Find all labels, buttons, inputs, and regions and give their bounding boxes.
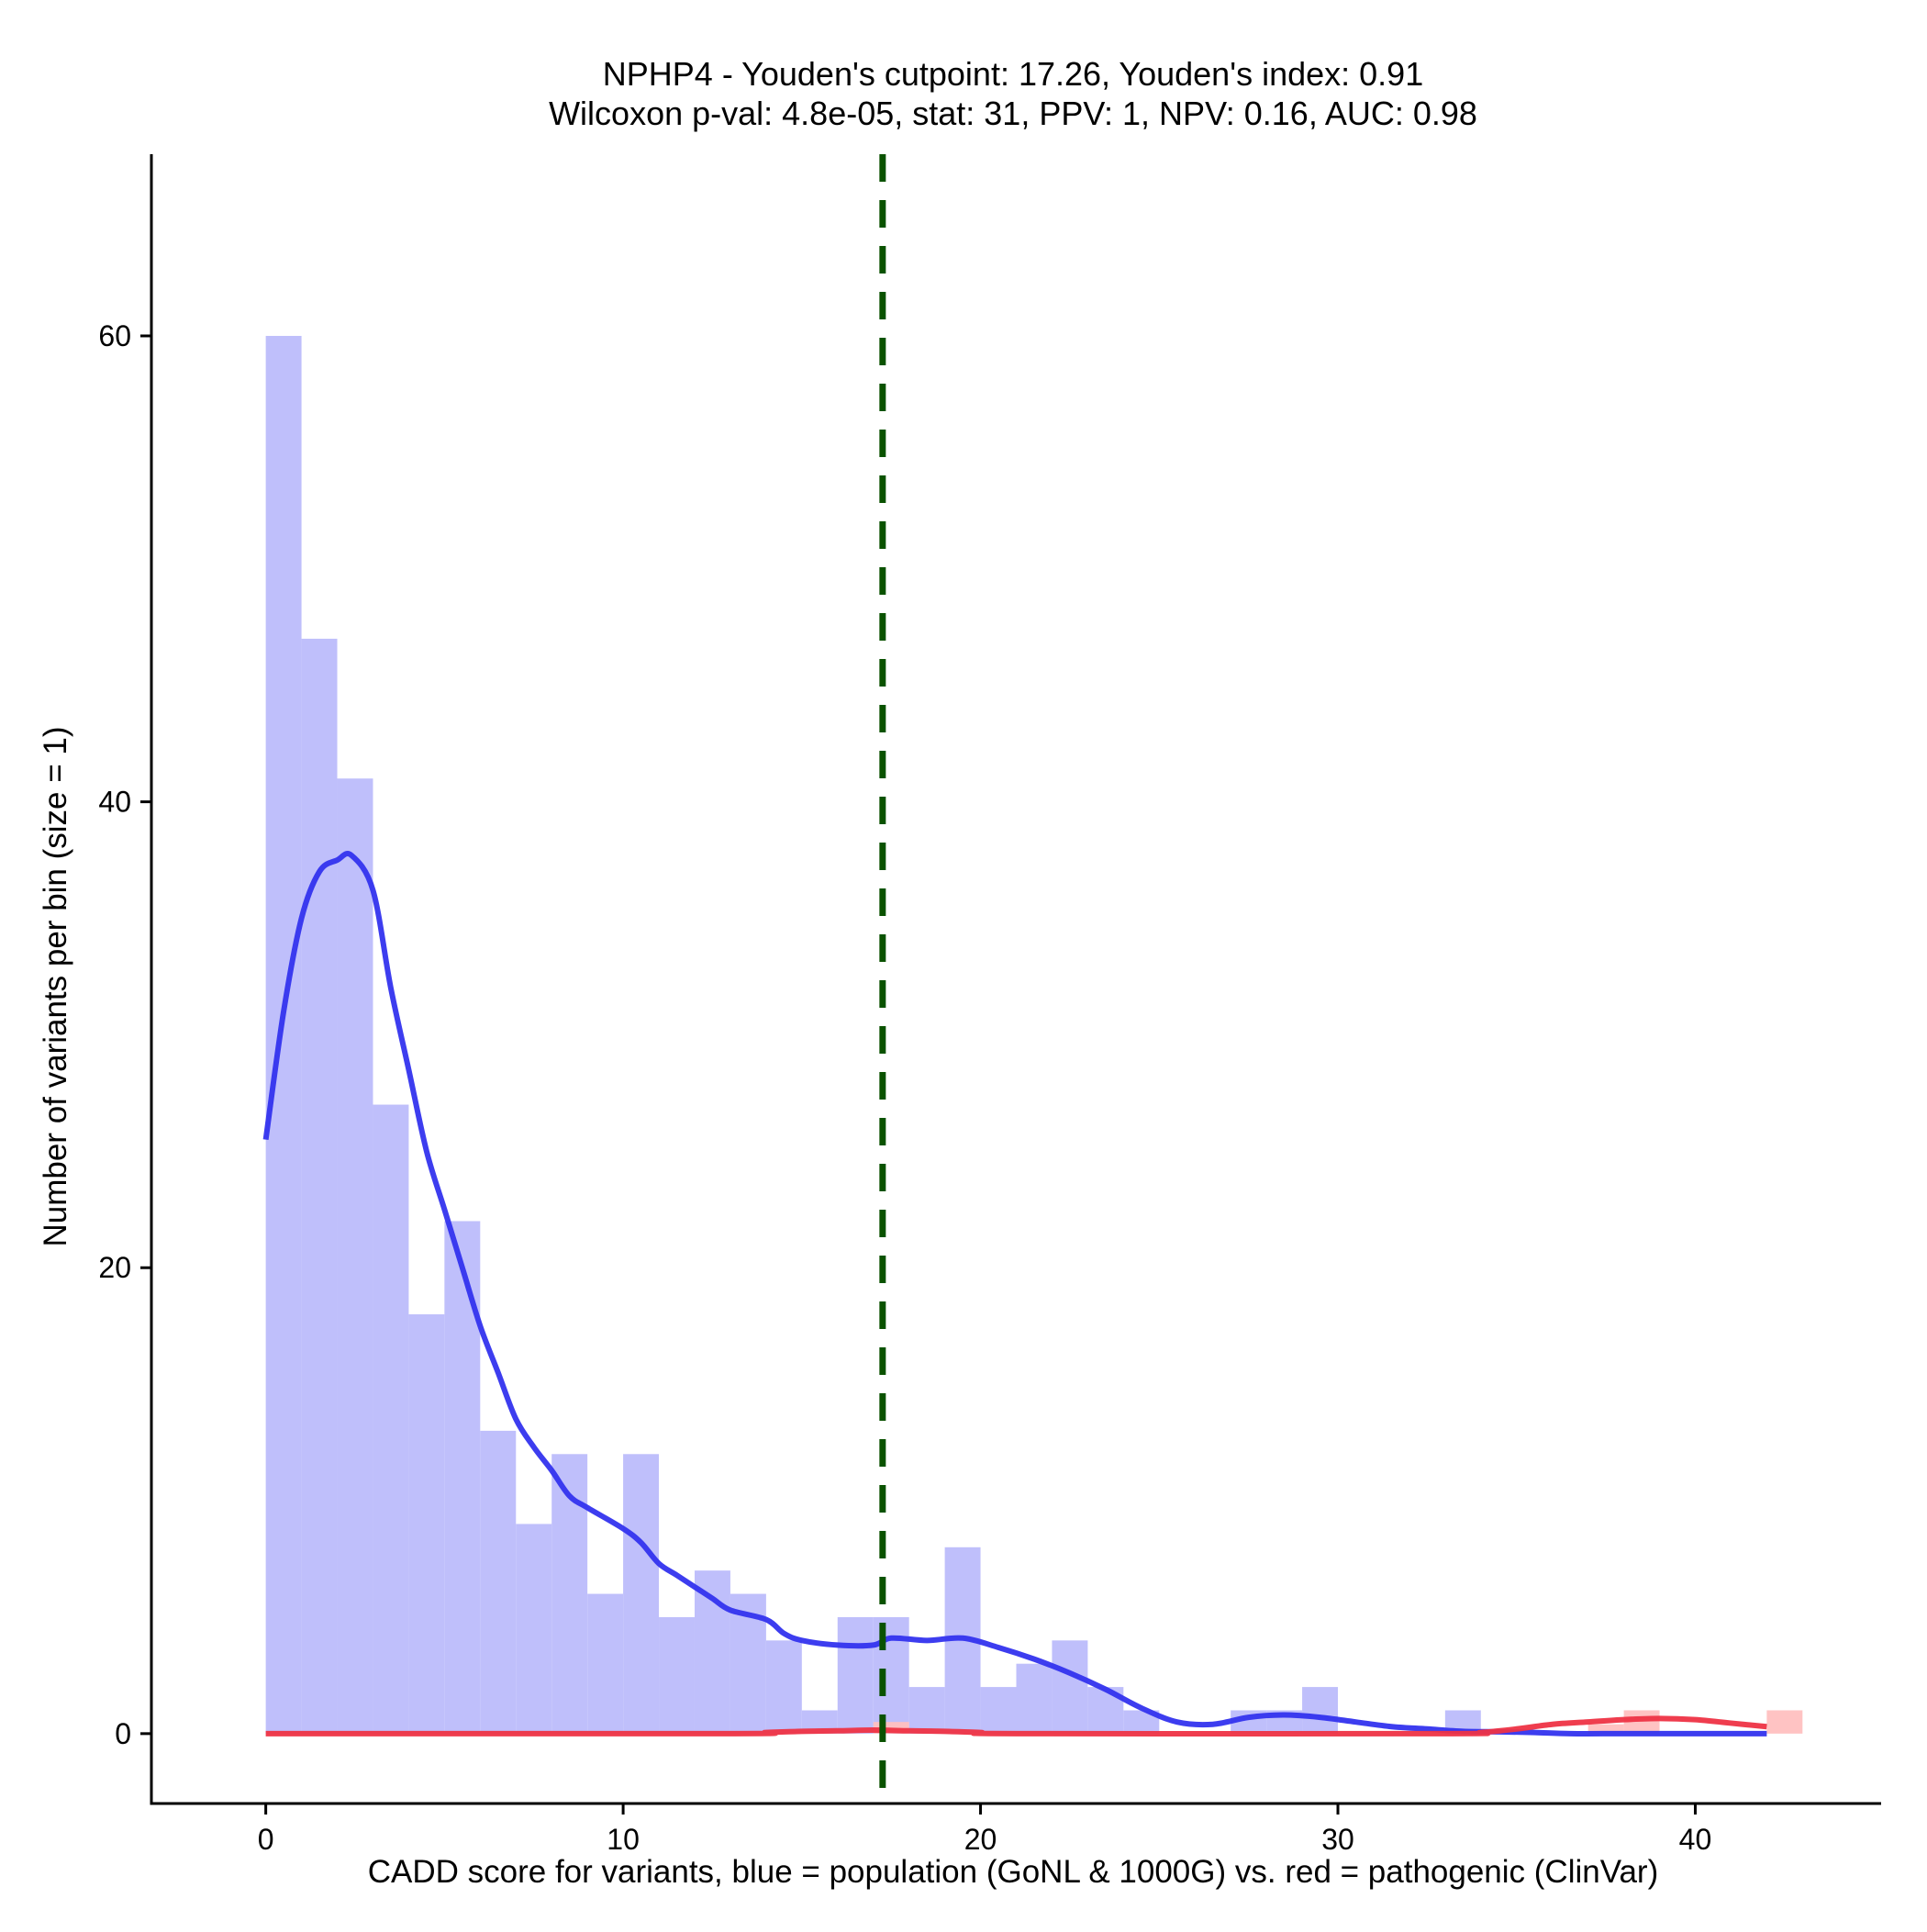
population-bar-9 xyxy=(587,1593,624,1734)
x-tick-label-10: 10 xyxy=(607,1823,640,1856)
axes: 0 10 20 30 40 0 20 40 60 xyxy=(98,154,1881,1856)
density-curves xyxy=(262,851,1767,1737)
x-axis-title: CADD score for variants, blue = populati… xyxy=(368,1854,1659,1890)
x-tick-label-30: 30 xyxy=(1321,1823,1354,1856)
population-bar-18 xyxy=(908,1687,945,1734)
population-bars xyxy=(265,335,1481,1734)
chart-title-line-2: Wilcoxon p-val: 4.8e-05, stat: 31, PPV: … xyxy=(549,95,1477,132)
population-bar-14 xyxy=(765,1640,802,1734)
pathogenic-density-curve xyxy=(265,1715,1767,1737)
population-bar-6 xyxy=(480,1430,517,1734)
population-bar-3 xyxy=(373,1104,409,1734)
population-bar-17 xyxy=(873,1616,909,1734)
population-bar-5 xyxy=(444,1221,481,1734)
y-axis-title: Number of variants per bin (size = 1) xyxy=(38,726,73,1246)
population-density-curve xyxy=(262,851,1767,1737)
population-bar-0 xyxy=(265,335,302,1734)
population-bar-29 xyxy=(1302,1687,1339,1734)
population-bar-22 xyxy=(1052,1640,1088,1734)
y-tick-label-60: 60 xyxy=(98,319,131,352)
population-bar-10 xyxy=(623,1454,660,1734)
population-bar-8 xyxy=(551,1454,588,1734)
x-tick-label-0: 0 xyxy=(258,1823,274,1856)
population-bar-7 xyxy=(516,1524,552,1734)
population-bar-20 xyxy=(980,1687,1017,1734)
y-tick-label-0: 0 xyxy=(115,1717,131,1750)
population-bar-21 xyxy=(1016,1663,1053,1734)
pathogenic-bar-37 xyxy=(1587,1724,1624,1734)
x-tick-label-20: 20 xyxy=(964,1823,997,1856)
population-bar-12 xyxy=(694,1570,730,1734)
population-bar-4 xyxy=(408,1313,445,1734)
y-tick-label-20: 20 xyxy=(98,1251,131,1284)
chart-title-line-1: NPHP4 - Youden's cutpoint: 17.26, Youden… xyxy=(603,55,1423,93)
population-bar-2 xyxy=(337,778,373,1734)
population-bar-16 xyxy=(837,1616,874,1734)
x-tick-label-40: 40 xyxy=(1679,1823,1712,1856)
population-bar-1 xyxy=(301,638,338,1734)
y-tick-label-40: 40 xyxy=(98,786,131,819)
pathogenic-bar-42 xyxy=(1766,1710,1803,1734)
population-bar-11 xyxy=(659,1616,695,1734)
